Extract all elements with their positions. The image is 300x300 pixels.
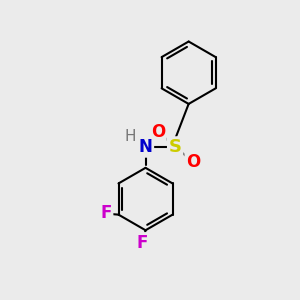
Text: S: S — [169, 138, 182, 156]
Text: F: F — [137, 234, 148, 252]
Text: F: F — [100, 204, 112, 222]
Text: O: O — [151, 123, 165, 141]
Text: H: H — [125, 129, 136, 144]
Text: O: O — [186, 153, 200, 171]
Text: N: N — [139, 138, 152, 156]
